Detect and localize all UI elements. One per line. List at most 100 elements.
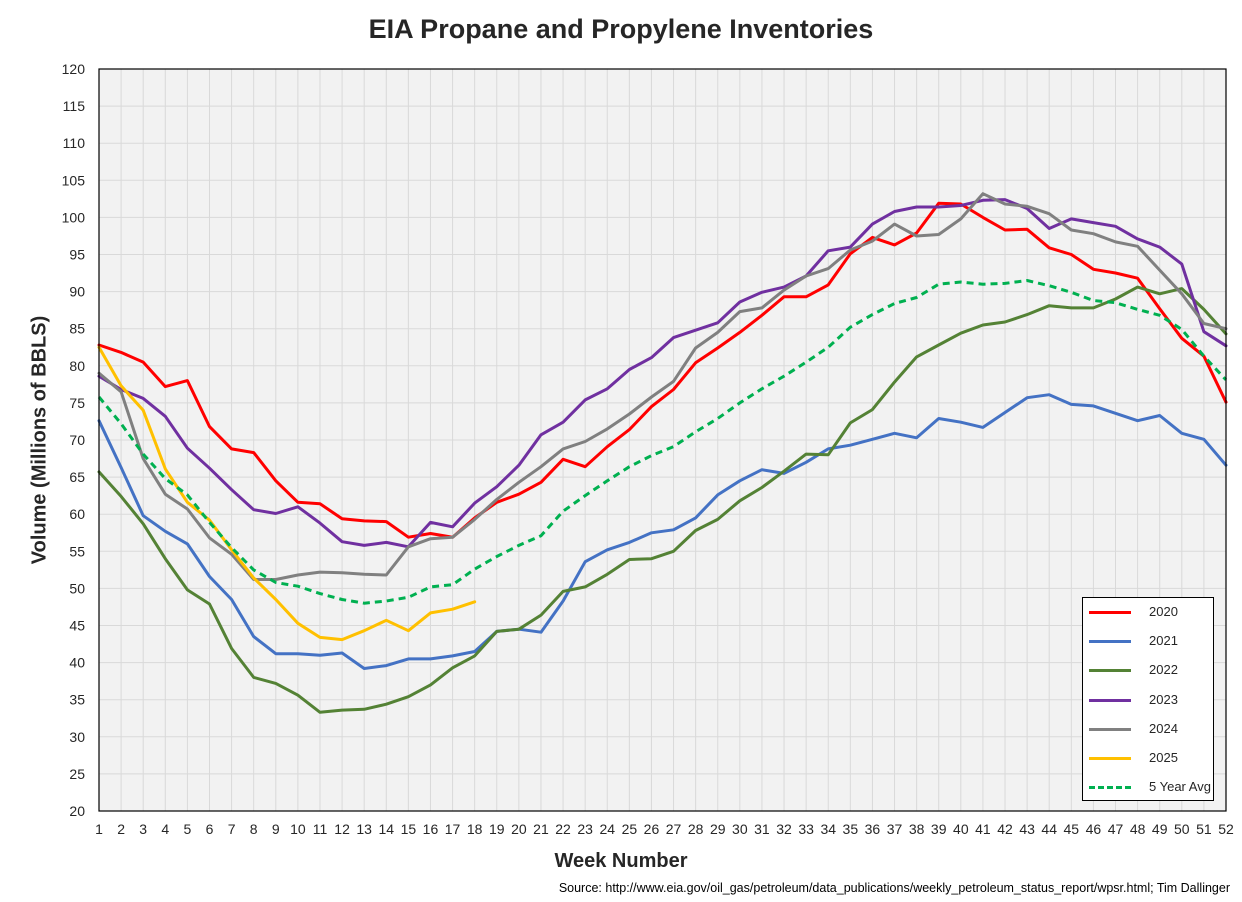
x-tick-label: 42 <box>997 821 1013 837</box>
series-line-2022 <box>97 285 1228 714</box>
x-tick-label: 18 <box>467 821 483 837</box>
x-tick-label: 33 <box>798 821 814 837</box>
plot-border <box>98 68 1227 812</box>
y-tick-label: 65 <box>69 469 85 485</box>
legend-item-2023: 2023 <box>1089 691 1209 709</box>
x-tick-label: 13 <box>356 821 372 837</box>
legend-swatch <box>1089 727 1131 731</box>
x-tick-label: 10 <box>290 821 306 837</box>
x-tick-label: 26 <box>644 821 660 837</box>
x-tick-label: 32 <box>776 821 792 837</box>
x-tick-label: 11 <box>313 821 328 837</box>
legend-item-2020: 2020 <box>1089 603 1209 621</box>
x-tick-label: 50 <box>1174 821 1190 837</box>
y-tick-label: 80 <box>69 358 85 374</box>
series-line-2025 <box>97 345 477 642</box>
legend-label: 5 Year Avg <box>1149 779 1211 795</box>
legend-swatch <box>1089 640 1131 644</box>
x-tick-label: 27 <box>666 821 682 837</box>
x-tick-label: 15 <box>401 821 417 837</box>
y-tick-label: 75 <box>69 395 85 411</box>
x-tick-label: 40 <box>953 821 969 837</box>
y-tick-label: 90 <box>69 284 85 300</box>
x-tick-label: 19 <box>489 821 505 837</box>
legend: 2020 2021 2022 2023 2024 2025 5 Year Avg <box>1082 597 1214 801</box>
legend-label: 2025 <box>1149 750 1178 765</box>
legend-label: 2021 <box>1149 633 1178 649</box>
legend-label: 2024 <box>1149 720 1178 736</box>
x-tick-label: 2 <box>117 821 125 837</box>
y-tick-label: 110 <box>63 135 86 151</box>
y-tick-label: 20 <box>69 803 85 819</box>
legend-label: 2023 <box>1149 691 1178 707</box>
x-tick-label: 24 <box>599 821 615 837</box>
x-tick-label: 52 <box>1218 821 1234 837</box>
x-tick-label: 28 <box>688 821 704 837</box>
source-note: Source: http://www.eia.gov/oil_gas/petro… <box>558 881 1230 895</box>
series-line-5-year-avg <box>97 279 1228 605</box>
legend-item-2024: 2024 <box>1089 720 1209 738</box>
x-tick-label: 8 <box>250 821 258 837</box>
x-tick-label: 3 <box>139 821 147 837</box>
y-tick-label: 55 <box>69 543 85 559</box>
x-tick-label: 49 <box>1152 821 1168 837</box>
x-tick-label: 51 <box>1196 821 1212 837</box>
y-tick-label: 100 <box>62 209 86 225</box>
legend-label: 2022 <box>1149 662 1178 678</box>
legend-swatch <box>1089 669 1131 673</box>
x-tick-label: 1 <box>95 821 103 837</box>
x-tick-label: 46 <box>1086 821 1102 837</box>
x-tick-label: 16 <box>423 821 439 837</box>
x-tick-label: 14 <box>378 821 394 837</box>
y-tick-label: 105 <box>62 172 86 188</box>
x-tick-label: 21 <box>533 821 549 837</box>
legend-swatch <box>1089 786 1131 790</box>
x-tick-label: 12 <box>334 821 350 837</box>
y-tick-label: 50 <box>69 580 85 596</box>
series-line-2021 <box>97 393 1228 670</box>
x-tick-label: 7 <box>228 821 236 837</box>
x-tick-label: 17 <box>445 821 461 837</box>
x-tick-label: 39 <box>931 821 947 837</box>
x-tick-label: 36 <box>865 821 881 837</box>
legend-item-2021: 2021 <box>1089 632 1209 650</box>
series-line-2023 <box>97 198 1228 549</box>
x-tick-label: 34 <box>820 821 836 837</box>
y-tick-label: 60 <box>69 506 85 522</box>
x-tick-label: 5 <box>183 821 191 837</box>
y-tick-label: 25 <box>69 766 85 782</box>
y-tick-label: 120 <box>62 61 86 77</box>
x-tick-label: 23 <box>577 821 593 837</box>
y-tick-label: 70 <box>69 432 85 448</box>
x-tick-label: 47 <box>1108 821 1124 837</box>
legend-label: 2020 <box>1149 604 1178 619</box>
x-tick-label: 4 <box>161 821 169 837</box>
legend-item-5-year-avg: 5 Year Avg <box>1089 778 1211 796</box>
x-tick-label: 30 <box>732 821 748 837</box>
legend-item-2022: 2022 <box>1089 661 1209 679</box>
x-tick-label: 45 <box>1064 821 1080 837</box>
x-tick-label: 29 <box>710 821 726 837</box>
x-tick-label: 44 <box>1041 821 1057 837</box>
x-tick-label: 22 <box>555 821 571 837</box>
x-tick-label: 48 <box>1130 821 1146 837</box>
y-tick-label: 30 <box>69 729 85 745</box>
x-tick-label: 20 <box>511 821 527 837</box>
x-tick-label: 37 <box>887 821 903 837</box>
x-tick-label: 31 <box>754 821 770 837</box>
legend-swatch <box>1089 757 1131 760</box>
y-tick-label: 45 <box>69 618 85 634</box>
y-tick-label: 95 <box>69 247 85 263</box>
x-tick-label: 9 <box>272 821 280 837</box>
y-tick-label: 85 <box>69 321 85 337</box>
chart-title: EIA Propane and Propylene Inventories <box>368 14 874 44</box>
x-tick-label: 38 <box>909 821 925 837</box>
x-tick-label: 35 <box>843 821 859 837</box>
y-tick-label: 40 <box>69 655 85 671</box>
x-axis-label: Week Number <box>554 850 688 872</box>
series-line-2024 <box>97 192 1228 581</box>
x-tick-label: 25 <box>622 821 638 837</box>
x-tick-label: 43 <box>1019 821 1035 837</box>
legend-swatch <box>1089 611 1131 614</box>
